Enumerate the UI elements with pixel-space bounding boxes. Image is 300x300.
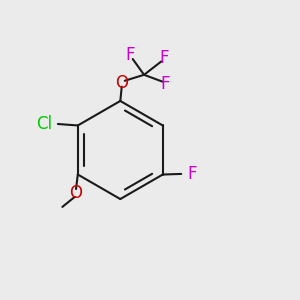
Text: F: F xyxy=(187,165,196,183)
Text: O: O xyxy=(69,184,82,202)
Text: F: F xyxy=(161,75,170,93)
Text: O: O xyxy=(115,74,128,92)
Text: F: F xyxy=(125,46,134,64)
Text: F: F xyxy=(160,50,169,68)
Text: Cl: Cl xyxy=(36,115,52,133)
